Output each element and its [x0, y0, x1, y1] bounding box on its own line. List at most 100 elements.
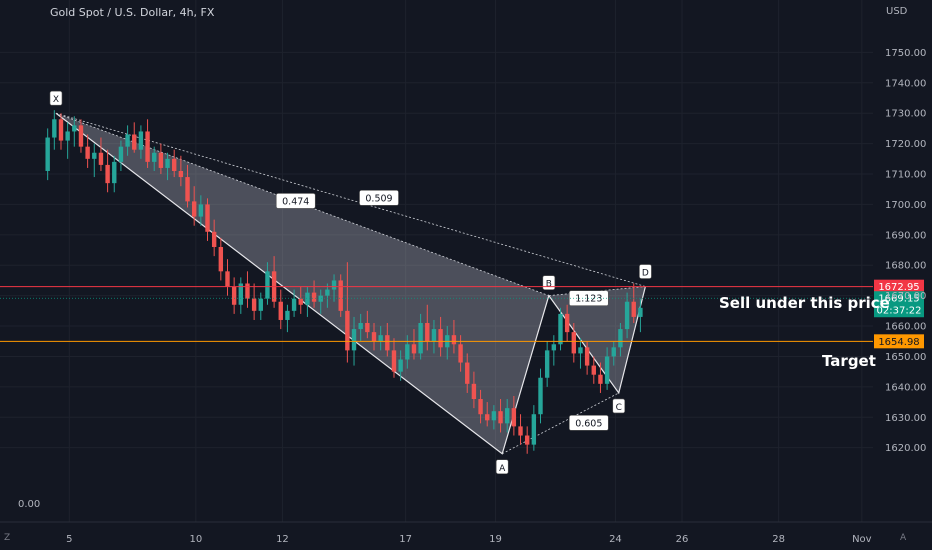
y-tick-label: 1670.00 — [885, 291, 926, 302]
candle-body — [125, 134, 130, 147]
y-tick-label: 1700.00 — [885, 200, 926, 211]
pattern-ratio-label: 0.474 — [282, 196, 309, 207]
harmonic-pattern[interactable]: X A B C D 0.474 0.509 1.123 0.605 — [49, 90, 652, 475]
y-tick-label: 1720.00 — [885, 139, 926, 150]
pattern-ratio-label: 0.605 — [575, 418, 602, 429]
target-note: Target — [822, 352, 876, 370]
x-tick-label: 24 — [609, 534, 622, 545]
y-tick-label: 1740.00 — [885, 78, 926, 89]
pattern-ratio-box[interactable] — [275, 193, 316, 209]
candle-body — [92, 152, 97, 159]
y-tick-label: 1690.00 — [885, 230, 926, 241]
candle-body — [265, 271, 270, 299]
pattern-bcd-fill — [548, 286, 646, 393]
candle-body — [505, 408, 510, 424]
grid — [0, 0, 932, 523]
candle-body — [544, 350, 550, 378]
candle-body — [198, 204, 204, 217]
time-axis[interactable]: 5 10 12 17 19 24 26 28 Nov — [66, 534, 872, 545]
x-tick-label: 26 — [676, 534, 689, 545]
pattern-ratio-label: 0.509 — [365, 193, 392, 204]
candle-body — [118, 146, 124, 162]
candle-body — [105, 164, 110, 184]
sell-price-label: 1672.95 — [878, 282, 919, 293]
candle-body — [205, 204, 210, 232]
candle-body — [291, 298, 297, 311]
pattern-point-box[interactable] — [495, 459, 509, 475]
candle-body — [624, 301, 630, 330]
pattern-point-label: C — [616, 403, 622, 413]
candle-body — [305, 292, 310, 305]
candle-body — [458, 344, 463, 363]
candle-body — [238, 283, 244, 305]
x-tick-label: 5 — [66, 534, 72, 545]
candle-body — [351, 329, 357, 351]
y-tick-label: 1660.00 — [885, 322, 926, 333]
candle-body — [98, 152, 104, 165]
pattern-ratio-label: 1.123 — [575, 294, 602, 305]
candle-body — [378, 335, 383, 342]
candle-body — [45, 137, 50, 171]
target-price-label: 1654.98 — [878, 337, 919, 348]
zoom-reset-icon[interactable]: Z — [4, 533, 11, 543]
y-tick-label: 1750.00 — [885, 48, 926, 59]
candle-body — [132, 134, 137, 150]
pattern-xab-fill — [55, 113, 549, 454]
candle-body — [325, 289, 330, 296]
candle-body — [425, 323, 430, 342]
auto-scale-icon[interactable]: A — [900, 533, 907, 543]
candle-body — [145, 131, 150, 162]
candle-body — [65, 131, 70, 141]
candle-body — [431, 329, 437, 342]
candle-body — [524, 435, 530, 445]
candle-body — [485, 414, 490, 421]
pattern-point-box[interactable] — [639, 264, 652, 279]
candle-body — [345, 310, 350, 351]
candle-body — [152, 152, 157, 162]
candle-body — [318, 295, 323, 302]
pattern-ratio-box[interactable] — [359, 190, 399, 206]
candle-body — [371, 332, 377, 342]
x-tick-label: 28 — [772, 534, 785, 545]
price-axis[interactable]: 1620.00 1630.00 1640.00 1650.00 1660.00 1670.… — [885, 48, 926, 454]
candle-body — [231, 286, 237, 305]
pattern-point-box[interactable] — [612, 398, 626, 414]
candle-body — [618, 329, 623, 348]
candle-body — [385, 335, 390, 351]
pattern-point-box[interactable] — [49, 90, 63, 106]
candle-body — [478, 399, 483, 415]
candlestick-series — [45, 110, 643, 454]
candle-body — [72, 125, 77, 132]
currency-label: USD — [886, 6, 908, 17]
pattern-point-label: D — [642, 269, 649, 279]
candle-body — [211, 231, 217, 247]
target-price-badge[interactable] — [874, 334, 924, 349]
candle-body — [531, 414, 537, 445]
candle-body — [638, 307, 643, 317]
pattern-ratio-box[interactable] — [568, 415, 609, 431]
sell-price-badge[interactable] — [874, 279, 924, 294]
candle-body — [358, 323, 363, 330]
candle-body — [465, 362, 470, 384]
candle-body — [518, 426, 523, 436]
y-tick-label: 1640.00 — [885, 382, 926, 393]
candle-body — [438, 329, 443, 348]
candle-body — [391, 350, 397, 372]
candle-body — [598, 374, 603, 384]
sell-note: Sell under this price — [719, 294, 890, 312]
current-price-badge[interactable] — [874, 291, 924, 318]
y-tick-label: 1620.00 — [885, 443, 926, 454]
candle-body — [558, 313, 563, 345]
candle-body — [158, 152, 164, 168]
candle-body — [418, 323, 423, 354]
candle-body — [165, 158, 170, 168]
pattern-point-box[interactable] — [542, 275, 556, 290]
candle-body — [471, 383, 477, 400]
candle-body — [578, 347, 583, 354]
y-tick-label: 1630.00 — [885, 413, 926, 424]
candle-body — [631, 301, 636, 317]
candle-body — [591, 365, 596, 375]
